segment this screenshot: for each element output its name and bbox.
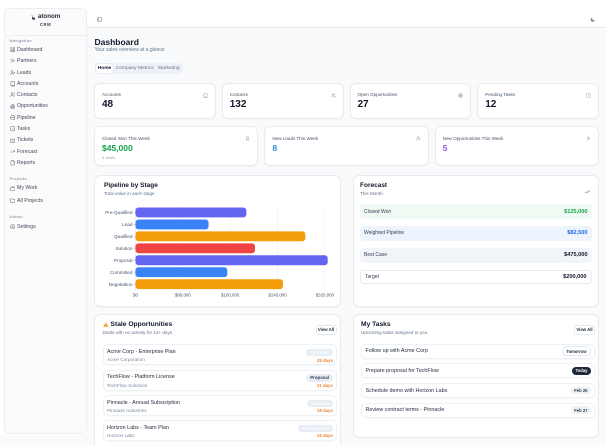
svg-text:Lead: Lead: [122, 222, 133, 227]
svg-text:$320,000: $320,000: [316, 292, 335, 297]
svg-text:$80,000: $80,000: [175, 292, 191, 297]
svg-text:$160,000: $160,000: [221, 292, 240, 297]
svg-text:$0: $0: [133, 292, 138, 297]
svg-text:Solution: Solution: [116, 246, 133, 251]
svg-text:Proposal: Proposal: [114, 257, 133, 262]
svg-text:$240,000: $240,000: [268, 292, 287, 297]
svg-text:Qualified: Qualified: [114, 234, 133, 239]
svg-text:Negotiation: Negotiation: [109, 281, 133, 286]
svg-text:Pre-Qualified: Pre-Qualified: [105, 210, 133, 215]
svg-text:Committed: Committed: [110, 269, 133, 274]
